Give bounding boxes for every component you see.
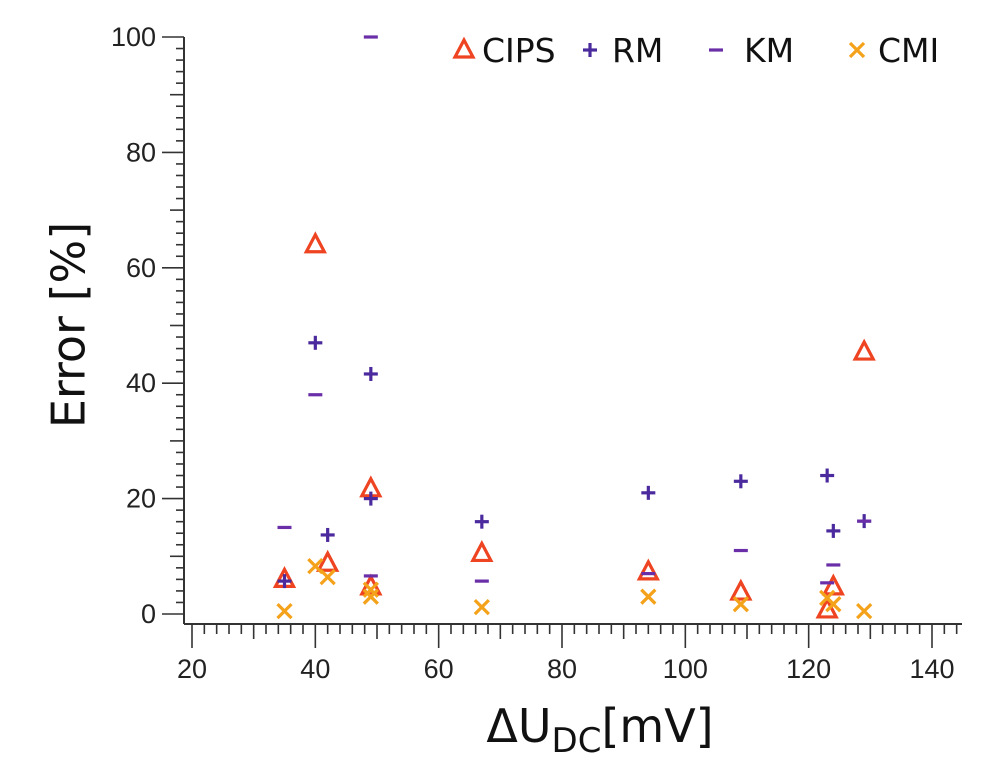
y-tick-label: 60 bbox=[126, 253, 156, 283]
series-cips bbox=[272, 231, 876, 619]
legend-item-rm: RM bbox=[583, 31, 663, 70]
triangle-marker-shape bbox=[636, 558, 660, 581]
legend-item-km: KM bbox=[709, 31, 794, 70]
data-point-rm bbox=[733, 474, 748, 489]
x-ticks bbox=[191, 624, 958, 648]
data-point-cmi bbox=[319, 568, 336, 586]
data-point-rm bbox=[320, 527, 335, 542]
plus-icon bbox=[583, 43, 597, 57]
x-tick-label: 60 bbox=[424, 654, 454, 684]
data-point-cmi bbox=[825, 596, 842, 613]
x-marker-b bbox=[856, 602, 873, 620]
triangle-icon bbox=[452, 36, 476, 59]
data-point-cmi bbox=[640, 588, 657, 605]
data-point-cips bbox=[815, 596, 839, 619]
x-tick-label: 120 bbox=[786, 654, 831, 684]
data-point-cmi bbox=[362, 581, 379, 598]
x-tick-labels: 20 40 60 80 100 120 140 bbox=[177, 654, 955, 684]
series-cmi bbox=[276, 557, 873, 620]
legend-item-cmi: CMI bbox=[848, 31, 939, 70]
data-point-cmi bbox=[276, 602, 293, 620]
cross-icon bbox=[848, 41, 866, 59]
triangle-marker-shape bbox=[316, 549, 340, 572]
x-axis-title: ΔUDC[mV] bbox=[486, 699, 713, 761]
data-point-cips bbox=[470, 539, 494, 563]
y-tick-label: 20 bbox=[126, 484, 156, 514]
y-tick-label: 80 bbox=[126, 137, 156, 167]
legend-item-cips: CIPS bbox=[452, 31, 556, 70]
y-tick-labels: 0 20 40 60 80 100 bbox=[111, 22, 156, 629]
legend-label: KM bbox=[744, 31, 794, 70]
triangle-marker-shape bbox=[852, 338, 876, 361]
data-point-cips bbox=[316, 549, 340, 572]
x-tick-label: 40 bbox=[300, 654, 330, 684]
data-point-cips bbox=[636, 558, 660, 581]
x-marker-b bbox=[362, 581, 379, 598]
x-marker-b bbox=[276, 602, 293, 620]
x-axis-title-prefix: ΔU bbox=[486, 699, 551, 753]
x-axis-title-suffix: [mV] bbox=[601, 699, 713, 753]
triangle-marker-shape bbox=[452, 36, 476, 59]
legend: CIPS RM KM CMI bbox=[452, 31, 939, 70]
x-axis-title-subscript: DC bbox=[552, 721, 602, 761]
x-tick-label: 20 bbox=[177, 654, 207, 684]
data-point-rm bbox=[363, 491, 378, 506]
x-marker-b bbox=[640, 588, 657, 605]
x-marker-b bbox=[732, 596, 749, 613]
legend-label: RM bbox=[612, 31, 663, 70]
x-marker-b bbox=[848, 41, 866, 59]
data-point-rm bbox=[277, 574, 292, 589]
triangle-marker-shape bbox=[470, 539, 494, 563]
x-marker-b bbox=[825, 596, 842, 613]
x-marker-b bbox=[473, 598, 490, 616]
x-marker-b bbox=[319, 568, 336, 586]
data-point-cips bbox=[303, 231, 327, 254]
y-tick-label: 0 bbox=[141, 599, 156, 629]
data-point-rm bbox=[363, 366, 378, 381]
series-km bbox=[277, 35, 872, 585]
y-tick-label: 100 bbox=[111, 22, 156, 52]
x-marker-b bbox=[307, 557, 324, 575]
data-point-cmi bbox=[362, 588, 379, 605]
data-point-rm bbox=[474, 514, 489, 529]
legend-label: CMI bbox=[878, 31, 939, 70]
triangle-marker-shape bbox=[729, 578, 753, 601]
x-tick-label: 140 bbox=[909, 654, 954, 684]
data-point-cmi bbox=[856, 602, 873, 620]
triangle-marker-shape bbox=[815, 596, 839, 619]
x-tick-label: 100 bbox=[663, 654, 708, 684]
legend-label: CIPS bbox=[482, 31, 556, 70]
triangle-marker-shape bbox=[303, 231, 327, 254]
series-rm bbox=[277, 335, 872, 589]
x-tick-label: 80 bbox=[547, 654, 577, 684]
data-point-cmi bbox=[473, 598, 490, 616]
data-point-rm bbox=[826, 523, 841, 538]
axes: 0 20 40 60 80 100 20 40 60 80 100 120 140 bbox=[111, 22, 962, 684]
y-tick-label: 40 bbox=[126, 368, 156, 398]
data-point-cmi bbox=[732, 596, 749, 613]
x-marker-b bbox=[362, 588, 379, 605]
y-ticks bbox=[162, 36, 184, 615]
data-point-rm bbox=[820, 468, 835, 483]
data-point-rm bbox=[308, 335, 323, 350]
data-point-cips bbox=[729, 578, 753, 601]
data-points bbox=[272, 35, 876, 620]
y-axis-title: Error [%] bbox=[42, 222, 96, 428]
data-point-cips bbox=[852, 338, 876, 361]
data-point-rm bbox=[641, 485, 656, 500]
